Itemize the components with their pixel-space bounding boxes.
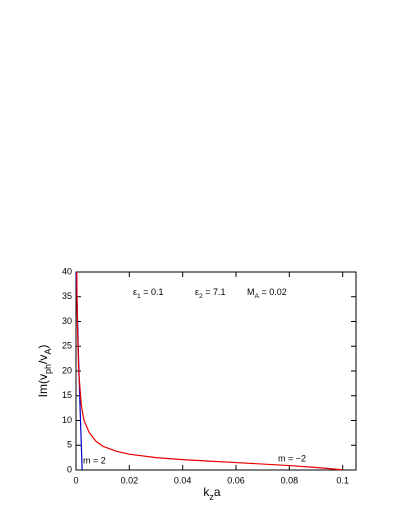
plot-frame [75,271,357,471]
annotation-part: M [247,287,255,297]
series-label: m = −2 [278,453,306,463]
x-axis-label-part: z [209,492,214,502]
y-axis-label: Im(vph/vA) [36,345,53,398]
y-tick-label: 10 [62,415,72,425]
series-label: m = 2 [83,455,106,465]
x-axis-label-part: a [214,485,221,499]
x-tick-label: 0.02 [121,475,139,485]
x-tick-label: 0.08 [281,475,299,485]
y-tick-label: 35 [62,291,72,301]
annotation-part: A [255,293,260,300]
x-tick-label: 0 [73,475,78,485]
annotation-part: 1 [137,293,141,300]
y-axis-label-part: /v [36,355,50,364]
y-axis-label-part: ) [36,345,50,349]
annotation-part: = 0.1 [141,287,164,297]
annotation-part: ε [195,287,199,297]
annotation-part: ε [133,287,137,297]
line-series [76,271,343,471]
x-tick-label: 0.1 [336,475,349,485]
annotation: ε2 = 7.1 [195,287,226,300]
x-axis-label: kza [203,485,221,502]
x-tick-label: 0.04 [174,475,192,485]
annotation: MA = 0.02 [247,287,287,300]
y-tick-label: 25 [62,341,72,351]
y-tick-label: 0 [67,464,72,474]
annotation-part: 2 [199,293,203,300]
annotation-part: = 7.1 [203,287,226,297]
y-axis-label-part: ph [43,364,53,374]
y-axis-label-part: Im(v [36,374,50,397]
x-axis-label-part: k [203,485,210,499]
y-tick-label: 5 [67,440,72,450]
y-axis-label-part: A [43,349,53,355]
y-tick-label: 40 [62,266,72,276]
x-tick-label: 0.06 [227,475,245,485]
y-tick-label: 20 [62,365,72,375]
y-tick-label: 30 [62,316,72,326]
annotation-part: = 0.02 [259,287,287,297]
annotation: ε1 = 0.1 [133,287,164,300]
y-tick-label: 15 [62,390,72,400]
